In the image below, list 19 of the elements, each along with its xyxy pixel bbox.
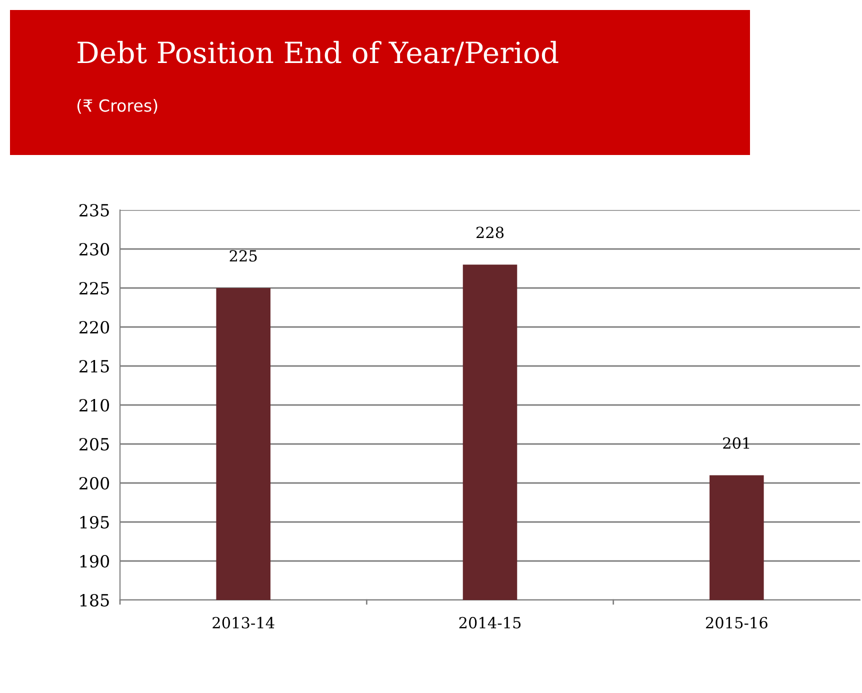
y-tick-label: 185: [80, 594, 109, 607]
y-tick-label: 235: [79, 204, 109, 217]
data-label: 228: [476, 226, 504, 238]
data-label: 201: [723, 437, 750, 449]
chart-subtitle: (₹ Crores): [77, 98, 158, 114]
data-label: 225: [230, 250, 257, 262]
x-tick-label: 2014-15: [459, 616, 521, 628]
x-tick-label: 2015-16: [706, 616, 768, 628]
x-tick-label: 2013-14: [212, 616, 274, 628]
y-tick-label: 205: [79, 438, 109, 451]
y-tick-label: 195: [80, 516, 109, 529]
y-tick-label: 225: [79, 282, 109, 295]
y-tick-label: 220: [79, 320, 110, 334]
chart-title: Debt Position End of Year/Period: [78, 40, 558, 66]
y-tick-label: 190: [80, 554, 110, 568]
y-tick-label: 230: [79, 242, 110, 256]
y-tick-label: 210: [79, 398, 110, 412]
y-tick-label: 215: [79, 360, 109, 373]
y-tick-label: 200: [79, 476, 110, 490]
